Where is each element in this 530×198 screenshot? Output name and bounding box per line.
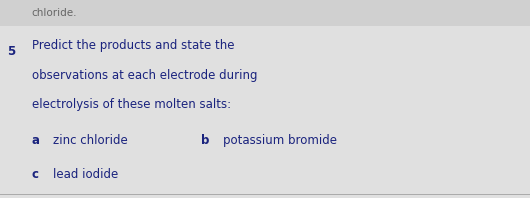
Text: b: b xyxy=(201,134,210,147)
Text: c: c xyxy=(32,168,39,181)
Text: 5: 5 xyxy=(7,45,15,58)
Text: observations at each electrode during: observations at each electrode during xyxy=(32,69,257,82)
Text: potassium bromide: potassium bromide xyxy=(223,134,337,147)
Text: zinc chloride: zinc chloride xyxy=(53,134,128,147)
Text: Predict the products and state the: Predict the products and state the xyxy=(32,39,234,52)
Bar xyxy=(0,0,530,26)
Text: chloride.: chloride. xyxy=(32,8,77,18)
Text: electrolysis of these molten salts:: electrolysis of these molten salts: xyxy=(32,98,231,111)
Text: a: a xyxy=(32,134,40,147)
Text: lead iodide: lead iodide xyxy=(53,168,118,181)
